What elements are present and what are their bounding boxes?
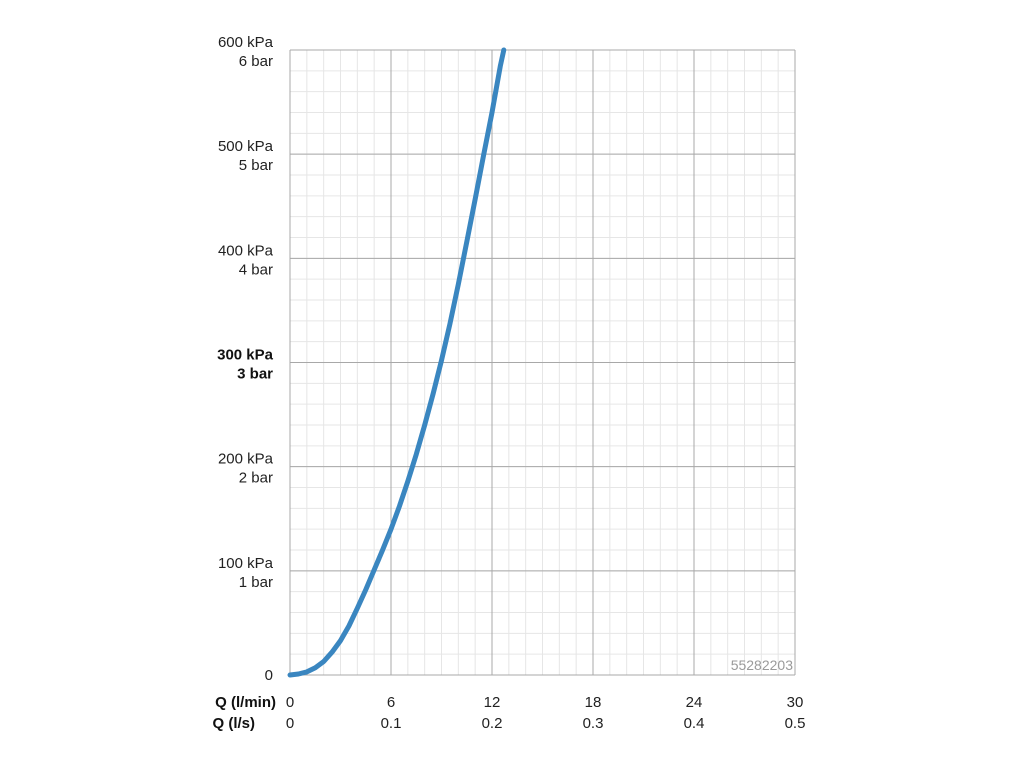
y-tick-label-kpa: 100 kPa	[218, 555, 274, 572]
product-code-label: 55282203	[731, 657, 794, 673]
x-axis-labels: 0 6 12 18 24 30 0 0.1 0.2 0.3 0.4 0.5	[286, 694, 806, 732]
x-tick-label-ls: 0	[286, 715, 294, 732]
y-tick-label-kpa: 200 kPa	[218, 451, 274, 468]
y-tick-label-kpa: 600 kPa	[218, 34, 274, 51]
y-tick-label-kpa: 0	[265, 667, 273, 684]
y-tick-label-bar: 4 bar	[239, 261, 273, 278]
x-tick-label-ls: 0.4	[684, 715, 705, 732]
series-layer	[287, 47, 507, 678]
y-tick-label-kpa: 400 kPa	[218, 242, 274, 259]
x-tick-label-ls: 0.5	[785, 715, 806, 732]
x-tick-label-ls: 0.1	[381, 715, 402, 732]
x-tick-label-lmin: 6	[387, 694, 395, 711]
y-tick-label-bar: 5 bar	[239, 157, 273, 174]
x-axis-label-lmin: Q (l/min)	[215, 694, 276, 711]
y-tick-label-bar: 2 bar	[239, 470, 273, 487]
y-tick-label-bar: 3 bar	[237, 366, 273, 383]
x-tick-label-lmin: 12	[484, 694, 501, 711]
y-tick-label-bar: 6 bar	[239, 53, 273, 70]
x-tick-label-lmin: 18	[585, 694, 602, 711]
x-axis-label-ls: Q (l/s)	[212, 715, 255, 732]
series-line	[287, 47, 507, 678]
x-tick-label-lmin: 0	[286, 694, 294, 711]
y-tick-label-kpa: 500 kPa	[218, 138, 274, 155]
y-tick-label-bar: 1 bar	[239, 574, 273, 591]
major-grid	[289, 49, 796, 676]
x-tick-label-ls: 0.2	[482, 715, 503, 732]
x-tick-label-ls: 0.3	[583, 715, 604, 732]
y-axis-labels: 0 100 kPa 1 bar 200 kPa 2 bar 300 kPa 3 bar 400…	[217, 34, 274, 684]
x-tick-label-lmin: 30	[787, 694, 804, 711]
y-tick-label-kpa: 300 kPa	[217, 347, 274, 364]
x-tick-label-lmin: 24	[686, 694, 703, 711]
